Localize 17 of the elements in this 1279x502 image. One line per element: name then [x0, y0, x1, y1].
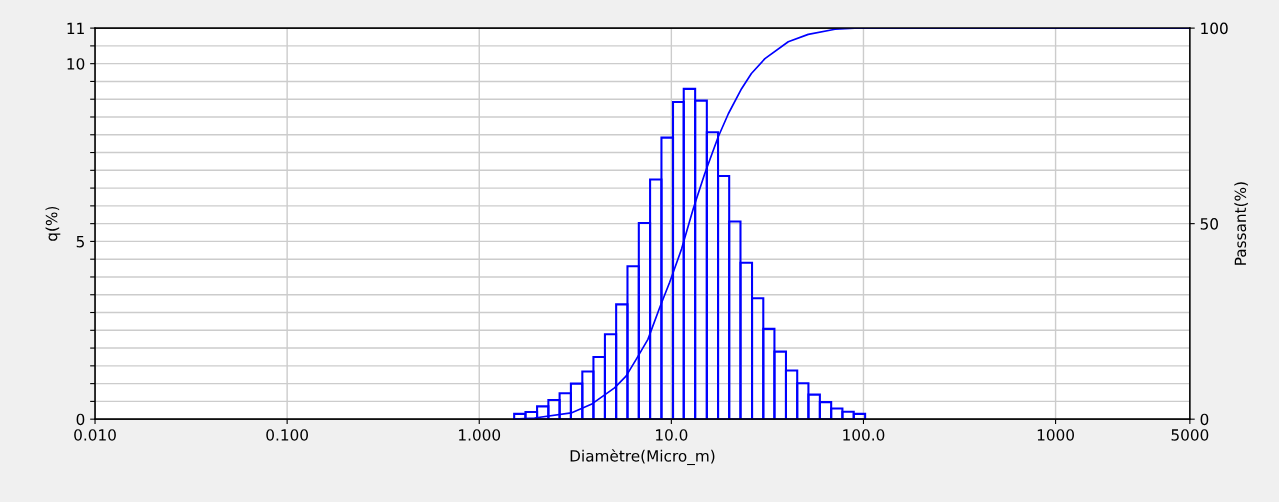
y2-tick-label: 50	[1200, 218, 1218, 230]
y2-tick-label: 100	[1201, 22, 1228, 35]
x-tick-label: 5000	[1171, 429, 1209, 441]
x-tick-label: 100.0	[843, 429, 885, 441]
y2-axis-title: Passant(%)	[1234, 182, 1248, 265]
y-tick-label: 10	[67, 58, 85, 70]
y-tick-label: 0	[76, 413, 85, 426]
y-tick-label: 5	[76, 236, 84, 248]
x-axis-title: Diamètre(Micro_m)	[570, 449, 715, 466]
x-tick-label: 0.010	[74, 429, 116, 441]
x-tick-label: 1000	[1037, 429, 1074, 441]
x-tick-label: 10.0	[656, 429, 688, 441]
y2-tick-label: 0	[1200, 413, 1209, 426]
x-tick-label: 0.100	[266, 429, 308, 441]
y-tick-label: 11	[67, 22, 84, 34]
x-tick-label: 1.000	[459, 429, 501, 441]
y-axis-title: q(%)	[45, 206, 61, 241]
